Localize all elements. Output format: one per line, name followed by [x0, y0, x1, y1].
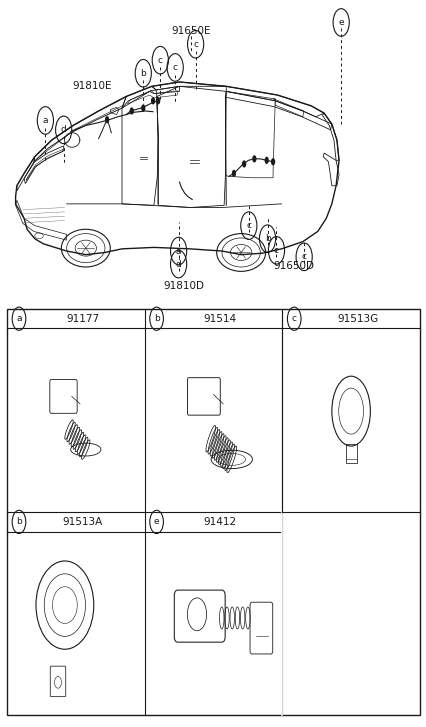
Text: 91412: 91412	[203, 517, 236, 527]
Bar	[7, 309, 419, 715]
Text: b: b	[140, 69, 146, 78]
Circle shape	[105, 116, 109, 124]
Circle shape	[264, 157, 268, 164]
Text: a: a	[43, 116, 48, 125]
Text: b: b	[264, 234, 270, 244]
Text: c: c	[246, 221, 251, 230]
Text: e: e	[153, 518, 159, 526]
Circle shape	[231, 170, 236, 177]
Text: 91650E: 91650E	[171, 26, 210, 36]
Text: c: c	[193, 40, 198, 49]
Text: 91810E: 91810E	[72, 81, 112, 92]
Text: 91514: 91514	[203, 314, 236, 324]
Text: c: c	[301, 252, 306, 261]
Text: c: c	[172, 63, 177, 72]
Circle shape	[130, 108, 134, 115]
Text: 91177: 91177	[66, 314, 99, 324]
Text: c: c	[273, 246, 278, 254]
Circle shape	[141, 105, 145, 112]
Text: 91513A: 91513A	[63, 517, 103, 527]
Circle shape	[242, 161, 246, 168]
Text: b: b	[153, 314, 159, 324]
Text: 91650D: 91650D	[273, 260, 314, 270]
Text: c: c	[291, 314, 296, 324]
Circle shape	[150, 97, 155, 105]
Text: a: a	[16, 314, 22, 324]
Text: d: d	[176, 260, 181, 268]
Text: c: c	[158, 56, 162, 65]
Text: 91513G: 91513G	[337, 314, 378, 324]
Circle shape	[271, 158, 275, 166]
Circle shape	[252, 156, 256, 163]
Circle shape	[155, 97, 160, 105]
Text: d: d	[60, 125, 66, 134]
Text: e: e	[337, 18, 343, 27]
Text: 91810D: 91810D	[163, 281, 204, 291]
Text: a: a	[176, 246, 181, 255]
Bar	[345, 444, 356, 462]
Text: b: b	[16, 518, 22, 526]
